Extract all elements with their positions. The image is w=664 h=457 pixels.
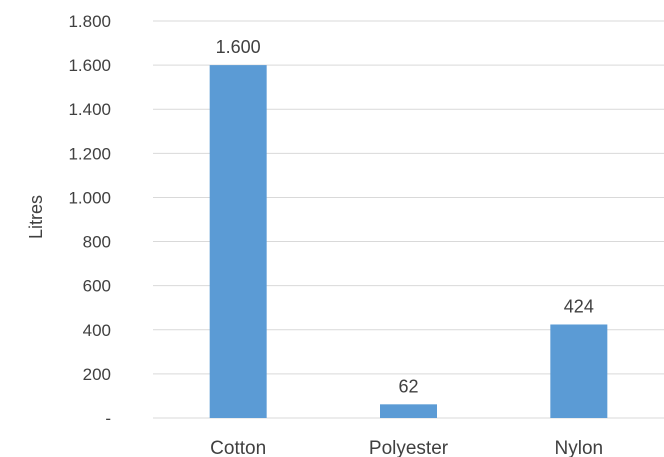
y-axis-ticks: - 200 400 600 800 1.000 1.200 1.400 1.600 1.800 bbox=[68, 12, 111, 428]
data-label-polyester: 62 bbox=[398, 376, 418, 396]
y-tick-label: 800 bbox=[83, 233, 111, 252]
y-tick-label: 600 bbox=[83, 277, 111, 296]
data-label-cotton: 1.600 bbox=[216, 37, 261, 57]
y-tick-label: 1.000 bbox=[68, 188, 111, 207]
y-tick-label: 1.400 bbox=[68, 100, 111, 119]
y-tick-label: 400 bbox=[83, 321, 111, 340]
category-label-polyester: Polyester bbox=[369, 438, 449, 457]
y-tick-label: 1.600 bbox=[68, 56, 111, 75]
bar-cotton bbox=[209, 65, 267, 418]
y-axis-title: Litres bbox=[26, 195, 46, 239]
category-label-cotton: Cotton bbox=[210, 438, 266, 457]
data-label-nylon: 424 bbox=[564, 296, 594, 316]
category-label-nylon: Nylon bbox=[555, 438, 604, 457]
y-tick-label: - bbox=[105, 409, 111, 428]
bar-nylon bbox=[550, 324, 608, 418]
bar-polyester bbox=[380, 404, 437, 418]
data-labels: 1.600 62 424 bbox=[216, 37, 594, 396]
y-tick-label: 1.800 bbox=[68, 12, 111, 31]
y-tick-label: 1.200 bbox=[68, 144, 111, 163]
x-axis-categories: Cotton Polyester Nylon bbox=[210, 438, 603, 457]
bars bbox=[209, 65, 608, 418]
y-tick-label: 200 bbox=[83, 365, 111, 384]
